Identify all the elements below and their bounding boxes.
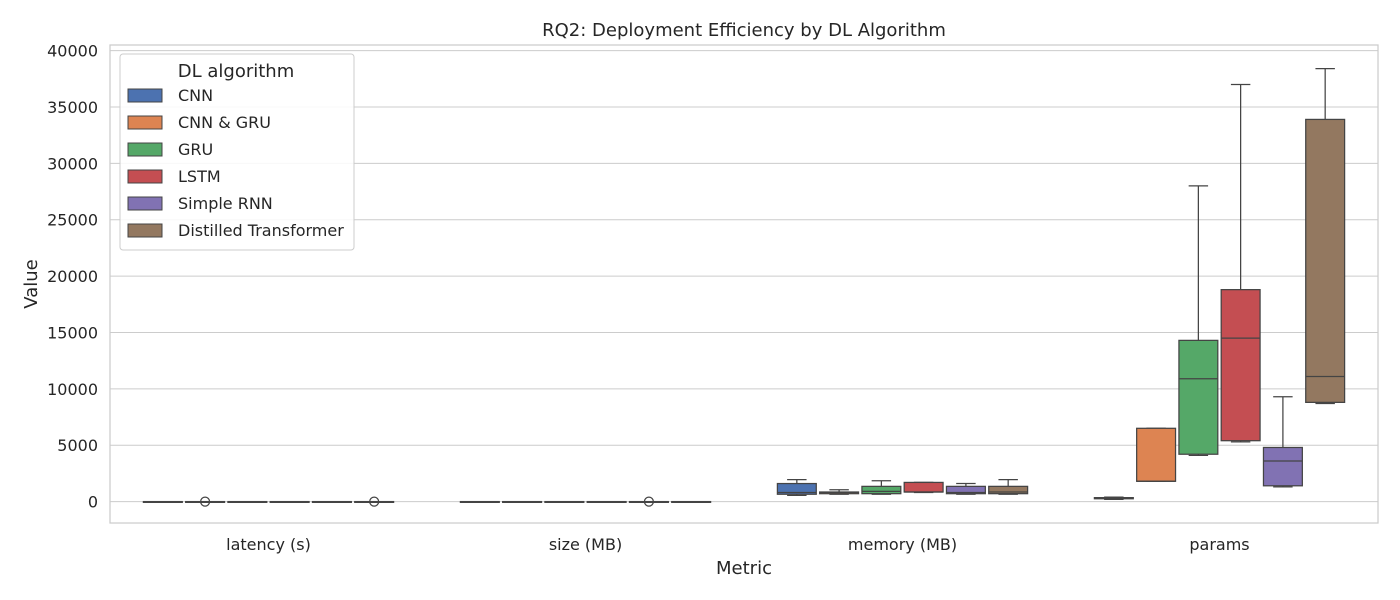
box-distilled-transformer xyxy=(671,500,712,504)
y-tick-label: 35000 xyxy=(47,98,98,117)
legend-swatch xyxy=(127,169,163,184)
y-axis-label: Value xyxy=(21,259,42,308)
box-body xyxy=(903,481,944,493)
outlier-point xyxy=(369,496,380,507)
y-tick-label: 15000 xyxy=(47,323,98,342)
box-cnn-gru xyxy=(185,496,226,507)
y-tick-labels: 0 5000 10000 15000 20000 25000 30000 35000 40000 xyxy=(47,42,98,512)
legend-title: DL algorithm xyxy=(178,61,294,82)
legend-label: CNN & GRU xyxy=(178,113,271,132)
box-distilled-transformer xyxy=(1305,68,1346,405)
box-gru xyxy=(1178,185,1219,456)
box-body xyxy=(988,485,1029,495)
x-tick-label: size (MB) xyxy=(549,535,622,554)
x-tick-label: memory (MB) xyxy=(848,535,957,554)
box-simple-rnn xyxy=(1262,396,1303,488)
box-distilled-transformer xyxy=(988,478,1029,495)
plot-frame xyxy=(109,44,1379,524)
box-cnn xyxy=(1093,496,1134,500)
x-axis-label: Metric xyxy=(716,558,772,579)
legend-swatch xyxy=(127,88,163,103)
box-lstm xyxy=(269,500,310,504)
box-cnn-gru xyxy=(819,489,860,495)
legend-label: Simple RNN xyxy=(178,194,273,213)
box-gru xyxy=(544,500,585,504)
legend-swatch xyxy=(127,223,163,238)
box-cnn-gru xyxy=(1136,427,1177,482)
box-plots xyxy=(142,68,1346,507)
box-body xyxy=(1178,339,1219,455)
legend-label: LSTM xyxy=(178,167,221,186)
box-body xyxy=(1220,289,1261,442)
box-body xyxy=(1136,427,1177,482)
legend-swatch xyxy=(127,115,163,130)
x-tick-labels: latency (s) size (MB) memory (MB) params xyxy=(226,535,1249,554)
y-tick-label: 10000 xyxy=(47,380,98,399)
y-tick-label: 20000 xyxy=(47,267,98,286)
y-tick-label: 25000 xyxy=(47,211,98,230)
legend-swatch xyxy=(127,196,163,211)
outlier-point xyxy=(199,496,211,507)
box-body xyxy=(1305,118,1346,403)
box-gru xyxy=(861,480,902,495)
box-body xyxy=(945,485,986,495)
box-gru xyxy=(227,500,268,504)
legend: DL algorithm CNN CNN & GRU GRU LSTM Simple R… xyxy=(119,53,355,251)
box-cnn xyxy=(459,500,500,504)
legend-label: CNN xyxy=(178,86,213,105)
y-tick-label: 40000 xyxy=(47,42,98,61)
legend-label: Distilled Transformer xyxy=(178,221,344,240)
box-lstm xyxy=(903,481,944,494)
chart-title: RQ2: Deployment Efficiency by DL Algorit… xyxy=(542,20,946,41)
box-lstm xyxy=(586,500,627,504)
y-tick-label: 5000 xyxy=(57,436,98,455)
box-distilled-transformer xyxy=(354,496,395,507)
outlier-point xyxy=(643,496,655,507)
x-tick-label: params xyxy=(1189,535,1249,554)
box-body xyxy=(776,482,817,495)
legend-frame xyxy=(119,53,355,251)
box-body xyxy=(861,485,902,495)
legend-swatch xyxy=(127,142,163,157)
y-tick-label: 0 xyxy=(88,493,98,512)
box-lstm xyxy=(1220,83,1261,443)
box-body xyxy=(1262,446,1303,487)
y-tick-label: 30000 xyxy=(47,154,98,173)
box-simple-rnn xyxy=(628,496,669,507)
box-cnn xyxy=(776,478,817,497)
box-simple-rnn xyxy=(945,482,986,495)
box-simple-rnn xyxy=(311,500,352,504)
legend-label: GRU xyxy=(178,140,213,159)
x-tick-label: latency (s) xyxy=(226,535,311,554)
box-cnn xyxy=(142,500,183,504)
box-cnn-gru xyxy=(502,500,543,504)
